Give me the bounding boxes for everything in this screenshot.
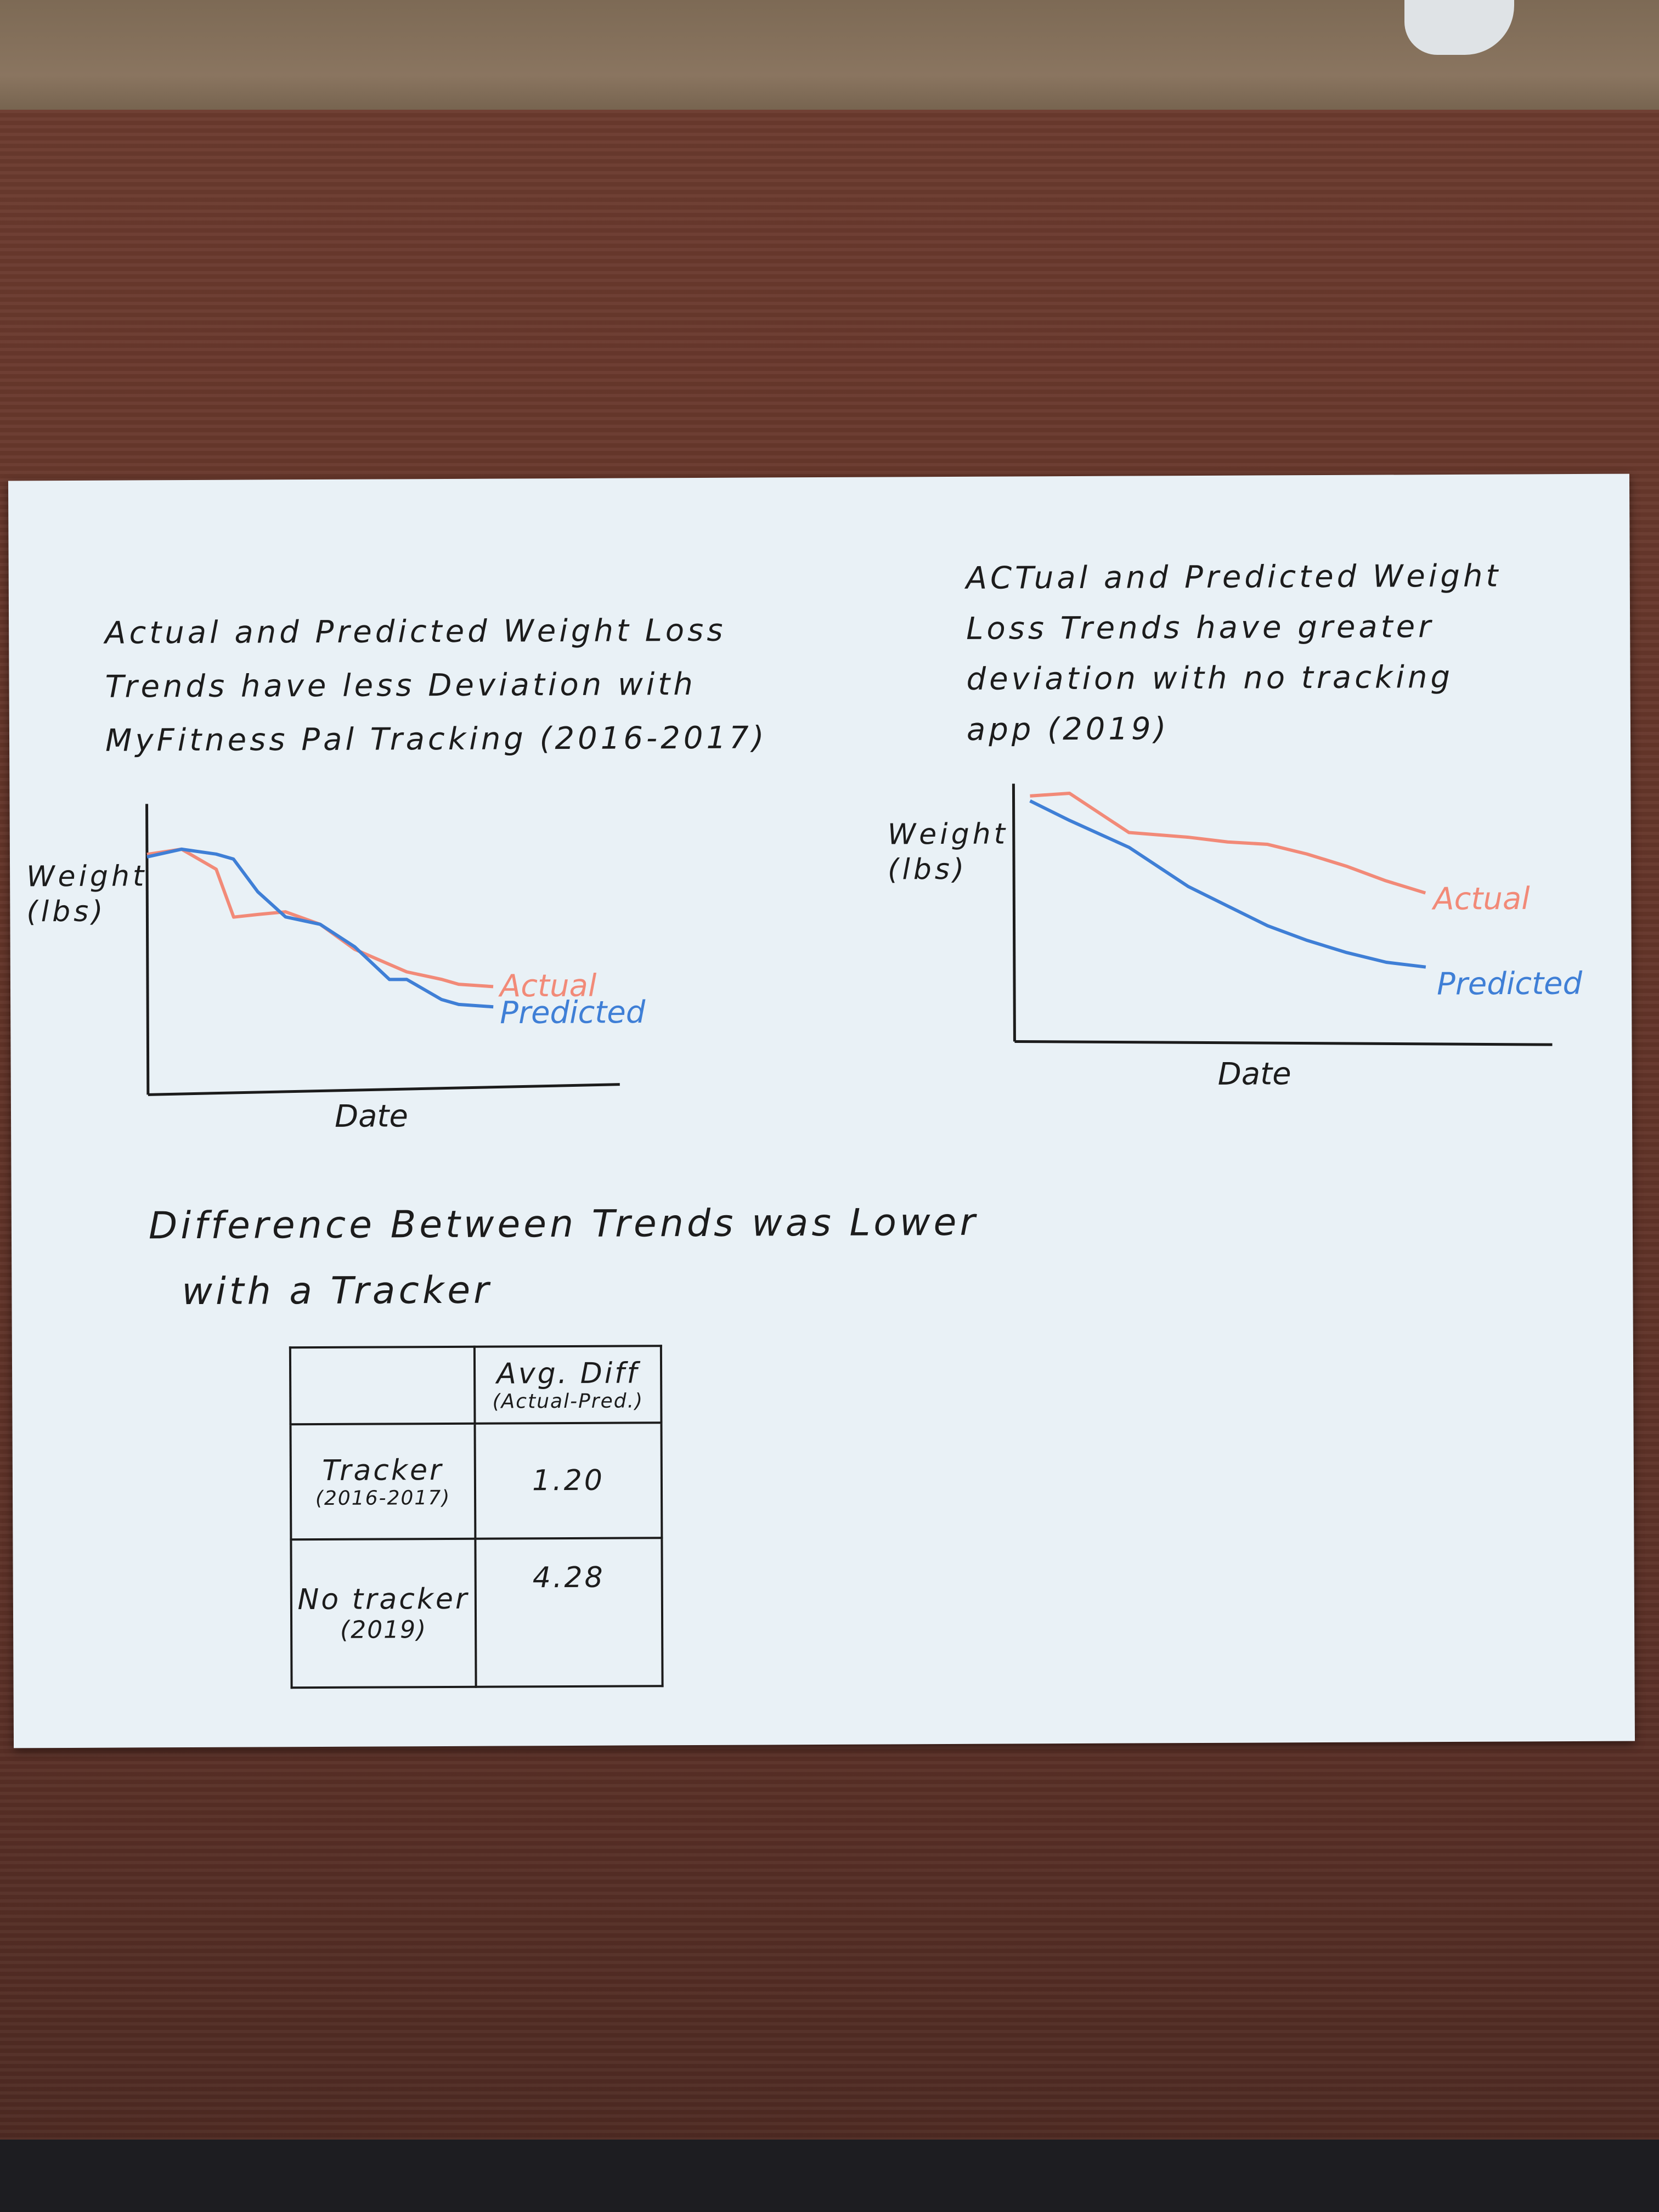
table-title-line: with a Tracker <box>182 1268 493 1314</box>
chart2-title-line: Loss Trends have greater <box>966 609 1435 647</box>
header-main: Avg. Diff <box>496 1356 639 1391</box>
chart2-axes <box>1012 783 1553 1046</box>
table-row: Tracker (2016-2017) 1.20 <box>290 1423 662 1540</box>
row-label-cell: Tracker (2016-2017) <box>290 1423 476 1540</box>
paper-sheet: Actual and Predicted Weight Loss Trends … <box>8 473 1635 1748</box>
chart1-title-line: MyFitness Pal Tracking (2016-2017) <box>105 720 768 759</box>
chart1-ylabel: Weight (lbs) <box>26 859 148 929</box>
chart1-y-axis <box>145 804 150 1095</box>
dark-floor <box>0 2140 1659 2212</box>
chart2-ylabel-line: (lbs) <box>887 853 968 887</box>
chart2-svg: Actual Predicted Date <box>1012 783 1583 1091</box>
row-label-cell: No tracker (2019) <box>291 1538 476 1688</box>
chart1-xlabel: Date <box>335 1098 408 1133</box>
chart2-ylabel: Weight (lbs) <box>888 817 1009 888</box>
chart1-title-line: Actual and Predicted Weight Loss <box>105 612 726 651</box>
header-sub: (Actual-Pred.) <box>492 1389 644 1413</box>
chart1-x-axis <box>148 1083 620 1096</box>
table-title: Difference Between Trends was Lower with… <box>149 1190 979 1325</box>
table-corner-cell <box>290 1346 475 1425</box>
chart1-ylabel-line: Weight <box>26 860 148 894</box>
chart1-axes <box>145 804 620 1096</box>
chart1-svg: Actual Predicted Date <box>145 804 646 1133</box>
chart1-title-line: Trends have less Deviation with <box>105 666 696 705</box>
chart2-actual-line <box>1030 792 1426 895</box>
carpet-background <box>0 0 1659 126</box>
chart2-title-line: ACTual and Predicted Weight <box>966 558 1502 596</box>
row-value: 4.28 <box>532 1561 605 1595</box>
chart1-actual-line <box>146 847 494 989</box>
table-header-row: Avg. Diff (Actual-Pred.) <box>290 1346 662 1425</box>
chart1-actual-label: Actual <box>498 968 597 1005</box>
row-sub: (2019) <box>340 1615 427 1644</box>
row-value-cell: 1.20 <box>475 1423 662 1539</box>
chart1-title: Actual and Predicted Weight Loss Trends … <box>105 603 768 768</box>
chart2-xlabel: Date <box>1218 1056 1291 1091</box>
chart1-predicted-line <box>146 847 494 1009</box>
table-row: No tracker (2019) 4.28 <box>291 1538 663 1688</box>
chart2-ylabel-line: Weight <box>887 817 1009 851</box>
chart2-y-axis <box>1012 783 1016 1042</box>
chart2-x-axis <box>1014 1040 1553 1046</box>
difference-table: Avg. Diff (Actual-Pred.) Tracker (2016-2… <box>289 1345 664 1689</box>
chart2-title-line: app (2019) <box>966 711 1170 748</box>
row-label: No tracker <box>297 1582 470 1616</box>
table-title-line: Difference Between Trends was Lower <box>148 1200 979 1248</box>
chart2-predicted-label: Predicted <box>1437 966 1583 1002</box>
row-sub: (2016-2017) <box>315 1486 451 1510</box>
table-header-cell: Avg. Diff (Actual-Pred.) <box>474 1346 662 1424</box>
chart2-actual-label: Actual <box>1431 881 1530 917</box>
row-value-cell: 4.28 <box>475 1538 663 1687</box>
chart2-predicted-line <box>1029 799 1426 969</box>
row-value: 1.20 <box>532 1464 605 1498</box>
chart2-title-line: deviation with no tracking <box>966 659 1454 697</box>
row-label: Tracker <box>322 1453 444 1487</box>
chart1-predicted-label: Predicted <box>500 995 646 1031</box>
chart1-ylabel-line: (lbs) <box>26 895 106 929</box>
chart2-title: ACTual and Predicted Weight Loss Trends … <box>966 551 1502 755</box>
